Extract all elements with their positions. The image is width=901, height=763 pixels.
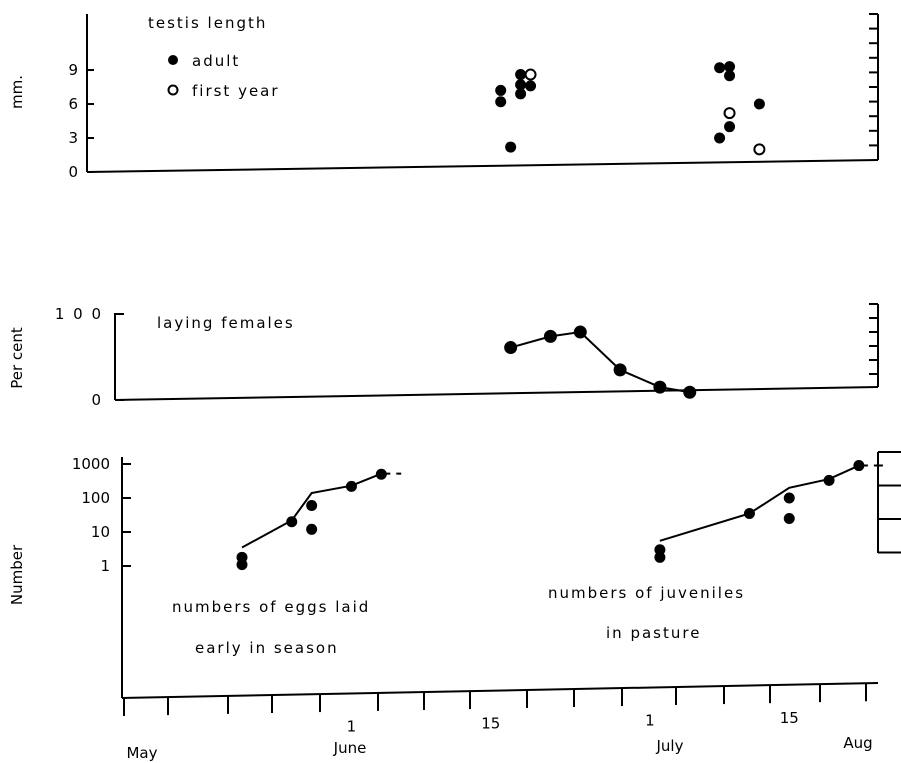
numbers-right-ticks (878, 451, 901, 554)
legend-first-year-marker (167, 84, 179, 96)
testis-points (495, 61, 766, 156)
x-axis-ticks (123, 683, 867, 716)
testis-panel: 0 3 6 9 mm. testis length adult first year (8, 13, 879, 181)
juveniles-annotation-line1: numbers of juveniles (548, 584, 745, 602)
x-tick-label: 1 (347, 717, 357, 735)
eggs-point (375, 468, 387, 480)
juveniles-point (743, 508, 755, 520)
laying-y-tick-label: 1 0 0 (55, 305, 103, 323)
numbers-y-tick-label: 10 (91, 523, 110, 541)
month-label: July (656, 737, 684, 755)
numbers-x-axis (121, 682, 879, 699)
eggs-trend-line (241, 472, 382, 549)
eggs-point (306, 523, 318, 535)
laying-point (573, 325, 587, 339)
adult-point (505, 141, 517, 153)
first-year-point (753, 143, 766, 156)
laying-point (683, 385, 697, 399)
adult-point (724, 61, 736, 73)
adult-point (724, 70, 736, 82)
juveniles-point (853, 460, 865, 472)
laying-panel: 0 1 0 0 Per cent laying females (8, 303, 879, 409)
eggs-point (345, 480, 357, 492)
legend-first-year-label: first year (192, 82, 280, 100)
month-label: June (333, 739, 367, 757)
laying-point (543, 329, 557, 343)
juveniles-point (654, 544, 666, 556)
laying-x-axis (114, 386, 879, 401)
numbers-y-tick-label: 1 (100, 557, 110, 575)
numbers-y-tick-label: 1000 (72, 455, 110, 473)
month-label: Aug (843, 734, 872, 752)
testis-y-ticks: 0 3 6 9 (68, 61, 94, 181)
testis-y-tick-label: 9 (68, 61, 78, 79)
first-year-point (524, 68, 537, 81)
laying-title: laying females (157, 314, 295, 332)
juveniles-point (783, 492, 795, 504)
adult-point (714, 132, 726, 144)
juveniles-point (783, 512, 795, 524)
month-labels: May June July Aug (126, 734, 872, 762)
adult-point (515, 88, 527, 100)
laying-series (504, 325, 697, 399)
numbers-series (236, 460, 889, 571)
adult-point (724, 121, 736, 133)
laying-point (613, 363, 627, 377)
juveniles-point (654, 551, 666, 563)
numbers-y-ticks: 1 10 100 1000 (72, 455, 131, 575)
juveniles-annotation-line2: in pasture (606, 624, 701, 642)
adult-point (495, 96, 507, 108)
numbers-y-label: Number (8, 544, 26, 605)
legend-adult-label: adult (192, 52, 240, 70)
adult-point (515, 79, 527, 91)
adult-point (525, 80, 537, 92)
laying-right-ticks (869, 303, 878, 375)
laying-point (504, 341, 518, 355)
eggs-annotation-line1: numbers of eggs laid (172, 598, 370, 616)
eggs-point (236, 559, 248, 571)
first-year-point (723, 107, 736, 120)
testis-y-tick-label: 0 (68, 163, 78, 181)
laying-y-tick-label: 0 (91, 391, 103, 409)
testis-title: testis length (148, 14, 267, 32)
legend-adult-marker (168, 55, 178, 65)
testis-y-tick-label: 6 (68, 95, 78, 113)
testis-y-label: mm. (8, 75, 26, 109)
month-label: May (126, 744, 157, 762)
x-axis-labels: 1151151 (347, 709, 799, 736)
x-tick-label: 15 (481, 715, 500, 733)
eggs-point (306, 500, 318, 512)
laying-point (653, 380, 667, 394)
juveniles-trend-line (659, 464, 860, 542)
x-tick-label: 15 (780, 709, 799, 727)
adult-point (753, 98, 765, 110)
eggs-point (286, 516, 298, 528)
testis-x-axis (86, 159, 879, 173)
adult-point (495, 84, 507, 96)
testis-y-tick-label: 3 (68, 129, 78, 147)
testis-right-ticks (869, 13, 878, 147)
x-tick-label: 1 (645, 712, 655, 730)
laying-y-ticks: 0 1 0 0 (55, 305, 124, 409)
laying-y-label: Per cent (8, 327, 26, 389)
juveniles-point (823, 474, 835, 486)
numbers-panel: 1 10 100 1000 Number numbers of eggs laid e… (8, 451, 901, 762)
adult-point (714, 62, 726, 74)
eggs-annotation-line2: early in season (195, 639, 339, 657)
numbers-y-tick-label: 100 (81, 489, 110, 507)
adult-point (515, 69, 527, 81)
